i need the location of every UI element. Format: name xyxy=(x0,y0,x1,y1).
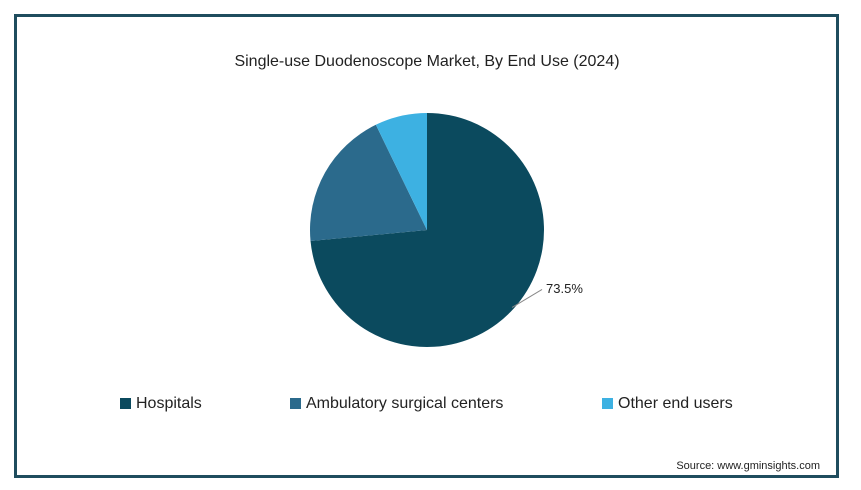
legend-swatch xyxy=(290,398,301,409)
legend-label: Hospitals xyxy=(136,395,202,412)
pie-slice xyxy=(310,113,545,347)
legend-label: Ambulatory surgical centers xyxy=(306,395,503,412)
legend-label: Other end users xyxy=(618,395,733,412)
chart-title: Single-use Duodenoscope Market, By End U… xyxy=(234,53,619,70)
legend-swatch xyxy=(602,398,613,409)
pie-slice xyxy=(310,124,427,242)
source: Source: www.gminsights.com xyxy=(676,460,820,472)
legend-swatch xyxy=(120,398,131,409)
leader-line xyxy=(511,288,543,308)
pie-slice xyxy=(375,113,427,230)
data-label: 73.5% xyxy=(546,281,583,296)
